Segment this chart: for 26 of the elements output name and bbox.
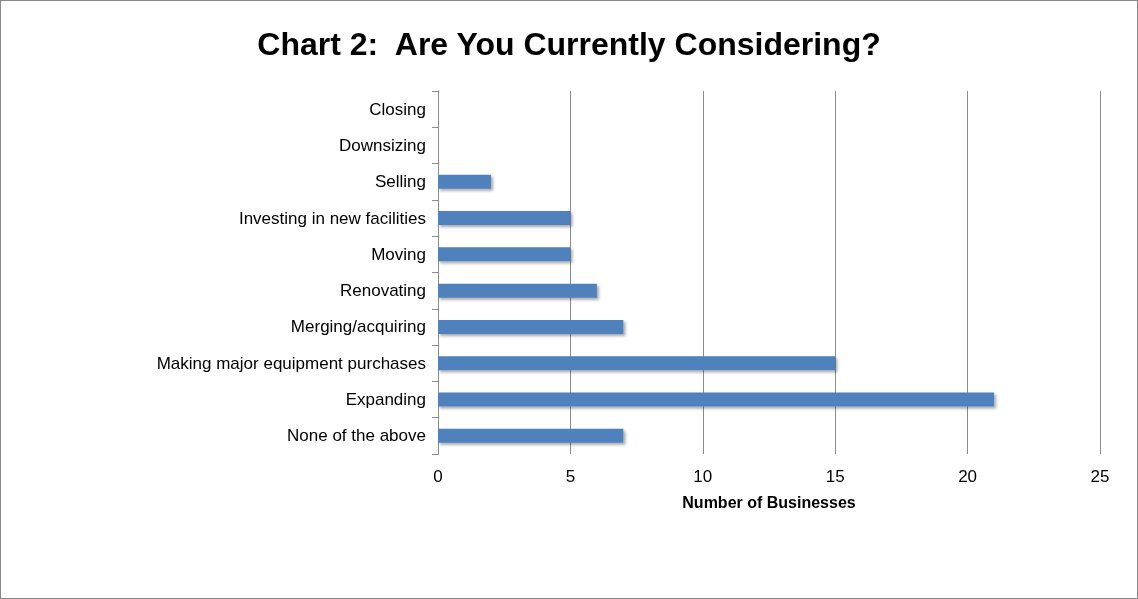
y-tick-label: Renovating: [339, 281, 426, 301]
y-tick-label: Closing: [369, 99, 426, 119]
y-tick-label: Investing in new facilities: [238, 208, 426, 228]
bar: [438, 392, 995, 407]
x-tick-label: 5: [565, 467, 576, 486]
chart-title: Chart 2: Are You Currently Considering?: [257, 26, 881, 62]
y-tick-label: None of the above: [287, 426, 426, 446]
bar: [438, 283, 597, 298]
y-tick-label: Merging/acquiring: [290, 317, 426, 337]
x-tick-label: 10: [693, 467, 713, 486]
y-tick-label: Expanding: [345, 390, 426, 410]
x-tick-label: 20: [958, 467, 978, 486]
bar: [438, 247, 571, 262]
x-tick-label: 15: [825, 467, 845, 486]
y-tick-label: Selling: [374, 172, 426, 192]
y-tick-label: Making major equipment purchases: [156, 353, 426, 373]
x-tick-label: 25: [1090, 467, 1110, 486]
bar: [438, 174, 491, 189]
x-axis-title: Number of Businesses: [682, 493, 856, 511]
bar: [438, 428, 624, 443]
bar: [438, 356, 836, 371]
bar: [438, 319, 624, 334]
x-tick-label: 0: [433, 467, 443, 486]
y-tick-label: Moving: [371, 244, 426, 264]
y-tick-label: Downsizing: [339, 135, 426, 155]
bar: [438, 211, 571, 226]
